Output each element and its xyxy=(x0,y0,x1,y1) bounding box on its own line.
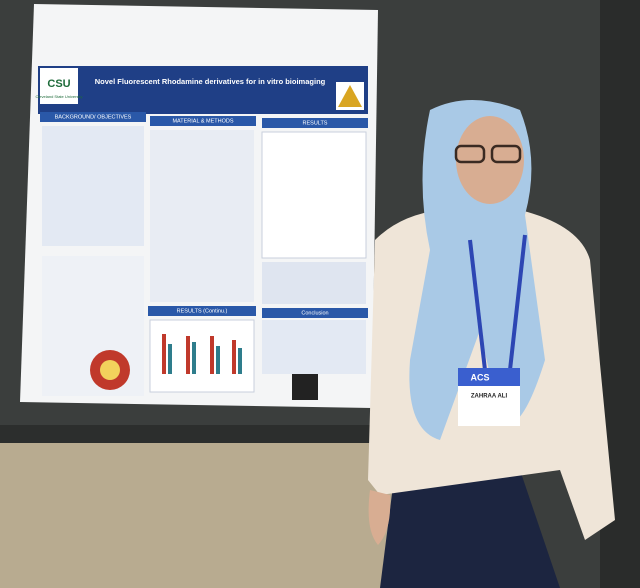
section-title: RESULTS xyxy=(303,120,328,126)
text-block xyxy=(42,126,144,246)
glasses xyxy=(454,144,486,164)
badge-header xyxy=(458,368,520,386)
section-title: MATERIAL & METHODS xyxy=(172,118,233,124)
section-title: RESULTS (Continu.) xyxy=(177,308,228,314)
figure-bars xyxy=(168,342,242,374)
lanyard xyxy=(468,239,487,371)
university-name: Cleveland State University xyxy=(36,94,83,99)
section-header xyxy=(150,116,256,126)
floor xyxy=(0,440,400,588)
lanyard xyxy=(508,234,527,371)
poster-title: Novel Fluorescent Rhodamine derivatives … xyxy=(95,77,326,86)
society-emblem xyxy=(338,85,362,107)
person: ACS ZAHRAA ALI xyxy=(368,100,615,588)
skirt xyxy=(380,470,560,588)
hand xyxy=(368,490,391,545)
figure-circle xyxy=(100,360,120,380)
section-header xyxy=(40,112,146,122)
wall-base xyxy=(0,425,400,443)
section-title: BACKGROUND/ OBJECTIVES xyxy=(55,114,132,120)
glasses xyxy=(490,144,522,164)
table-block xyxy=(262,262,366,304)
section-header xyxy=(148,306,256,316)
methods-block xyxy=(150,130,254,302)
section-title: Conclusion xyxy=(301,310,328,316)
section-header xyxy=(262,118,368,128)
spectra-block xyxy=(261,131,367,259)
poster-header xyxy=(38,66,368,114)
logo-text: CSU xyxy=(47,78,70,90)
section-header xyxy=(262,308,368,318)
conclusion-block xyxy=(262,320,366,374)
poster: CSU Cleveland State University Novel Flu… xyxy=(20,4,378,408)
logo-box xyxy=(40,68,78,104)
badge-name: ZAHRAA ALI xyxy=(471,394,508,400)
badge-org: ACS xyxy=(470,372,489,382)
bar-figure xyxy=(149,319,255,393)
face xyxy=(456,116,524,204)
figure-bars xyxy=(162,334,236,374)
qr-code xyxy=(292,374,318,400)
